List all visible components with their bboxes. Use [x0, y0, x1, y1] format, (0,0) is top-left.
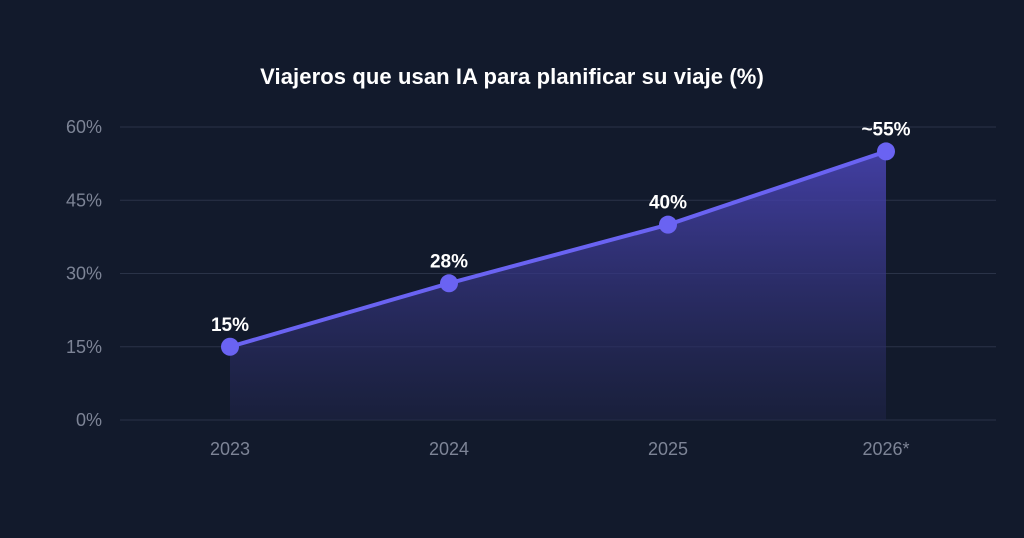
y-tick-label: 15% — [66, 337, 102, 357]
data-label: 40% — [649, 193, 687, 214]
series-line — [228, 149, 888, 349]
x-tick-label: 2023 — [210, 439, 250, 459]
data-point[interactable] — [877, 142, 895, 161]
data-label: 28% — [430, 251, 468, 272]
data-point[interactable] — [440, 274, 458, 293]
data-label: 15% — [211, 315, 249, 336]
x-tick-label: 2024 — [429, 439, 469, 459]
y-tick-label: 45% — [66, 190, 102, 210]
x-tick-label: 2026* — [862, 439, 909, 459]
data-label: ~55% — [861, 119, 910, 140]
y-tick-label: 60% — [66, 117, 102, 137]
y-tick-label: 30% — [66, 264, 102, 284]
area-fill — [230, 151, 886, 420]
data-point[interactable] — [659, 215, 677, 234]
x-tick-label: 2025 — [648, 439, 688, 459]
data-point[interactable] — [221, 337, 239, 356]
y-tick-label: 0% — [76, 410, 102, 430]
chart-title: Viajeros que usan IA para planificar su … — [260, 64, 764, 89]
